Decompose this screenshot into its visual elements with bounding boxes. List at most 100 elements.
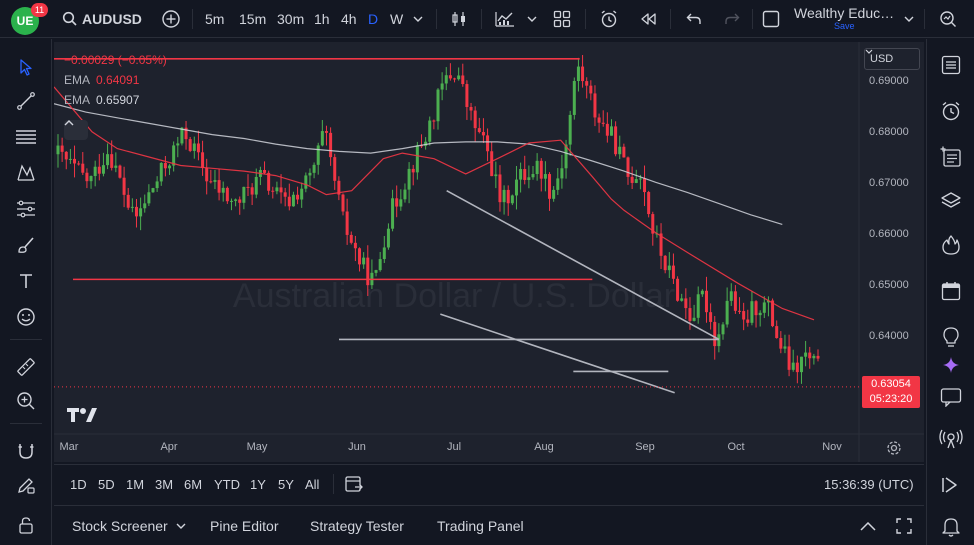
text-tool[interactable] (12, 267, 40, 295)
zoom-tool[interactable] (12, 387, 40, 415)
ema-fast-label[interactable]: EMA (64, 73, 91, 87)
collapse-panel-button[interactable] (860, 506, 880, 545)
tab-pine-editor[interactable]: Pine Editor (210, 506, 278, 545)
tab-trading-panel[interactable]: Trading Panel (437, 506, 524, 545)
ema-slow-label[interactable]: EMA (64, 93, 91, 107)
pattern-tool[interactable] (12, 159, 40, 187)
tab-stock-screener[interactable]: Stock Screener (72, 506, 186, 545)
hotlists-button[interactable] (937, 231, 965, 259)
alert-button[interactable] (596, 0, 622, 38)
cursor-tool[interactable] (12, 53, 40, 81)
prediction-tool[interactable] (12, 195, 40, 223)
brush-tool[interactable] (12, 231, 40, 259)
timeframe-1h[interactable]: 1h (314, 0, 330, 38)
grid-icon (553, 10, 571, 28)
range-1m[interactable]: 1M (126, 465, 144, 503)
stay-in-drawing-mode[interactable] (12, 471, 40, 499)
candle-body (399, 199, 403, 207)
candle-body (134, 206, 138, 217)
chats-button[interactable] (937, 383, 965, 411)
candle-body (403, 189, 407, 200)
ai-assist-button[interactable] (941, 355, 961, 375)
candle-body (589, 85, 593, 94)
candle-body (386, 228, 390, 248)
candle-body (130, 206, 134, 208)
last-price-value: 0.63054 (871, 378, 911, 390)
range-1y[interactable]: 1Y (250, 465, 266, 503)
drawing-toolbar (0, 39, 52, 545)
range-all[interactable]: All (305, 465, 319, 503)
timeframe-15m[interactable]: 15m (239, 0, 266, 38)
symbol-search-button[interactable]: AUDUSD (62, 0, 142, 38)
range-5y[interactable]: 5Y (278, 465, 294, 503)
replay-button[interactable] (636, 0, 660, 38)
trend-line-drawing (440, 313, 675, 394)
candle-body (626, 157, 630, 177)
timeframe-5m[interactable]: 5m (205, 0, 224, 38)
streams-button[interactable] (937, 425, 965, 453)
candle-body (209, 181, 213, 183)
price-scale-label: 0.65000 (869, 279, 909, 291)
candle-body (601, 122, 605, 124)
chart-pane[interactable]: Australian Dollar / U.S. Dollar −0.00029… (54, 42, 924, 462)
range-6m[interactable]: 6M (184, 465, 202, 503)
chevron-down-icon (413, 16, 423, 22)
layout-name-button[interactable]: Wealthy Educ… (794, 5, 895, 21)
tab-label: Pine Editor (210, 518, 279, 534)
save-label[interactable]: Save (834, 21, 855, 31)
legend-collapse-button[interactable] (64, 120, 88, 140)
bar-countdown: 05:23:20 (869, 393, 913, 405)
candle-body (791, 362, 795, 370)
candle-body (692, 317, 696, 321)
magnet-tool[interactable] (12, 437, 40, 465)
candle-body (746, 319, 750, 323)
ideas-button[interactable] (937, 323, 965, 351)
redo-button[interactable] (720, 0, 744, 38)
trend-line-tool[interactable] (12, 87, 40, 115)
range-5d[interactable]: 5D (98, 465, 115, 503)
layouts-button[interactable] (550, 0, 574, 38)
chat-icon (940, 388, 962, 407)
tab-strategy-tester[interactable]: Strategy Tester (310, 506, 404, 545)
notification-badge: 11 (31, 3, 48, 17)
timeframe-30m[interactable]: 30m (277, 0, 304, 38)
compare-symbol-button[interactable] (158, 0, 184, 38)
calendar-button[interactable] (937, 277, 965, 305)
range-3m[interactable]: 3M (155, 465, 173, 503)
lock-drawings[interactable] (12, 511, 40, 539)
notifications-button[interactable] (937, 513, 965, 541)
indicators-button[interactable] (492, 0, 518, 38)
measure-tool[interactable] (12, 353, 40, 381)
fullscreen-toggle[interactable] (760, 0, 782, 38)
publish-button[interactable] (937, 471, 965, 499)
range-1d[interactable]: 1D (70, 465, 87, 503)
quick-search-button[interactable] (936, 0, 960, 38)
timeframe-d[interactable]: D (368, 0, 378, 38)
maximize-panel-button[interactable] (896, 506, 916, 545)
chart-type-button[interactable] (447, 0, 471, 38)
fib-tool[interactable] (12, 123, 40, 151)
goto-date-button[interactable] (344, 465, 366, 503)
undo-button[interactable] (682, 0, 706, 38)
currency-selector[interactable]: USD (864, 48, 920, 70)
watchlist-button[interactable] (937, 51, 965, 79)
utc-clock[interactable]: 15:36:39 (UTC) (824, 476, 914, 492)
object-tree-button[interactable] (937, 187, 965, 215)
alerts-button[interactable] (937, 97, 965, 125)
candle-body (97, 166, 101, 174)
indicators-dropdown[interactable] (526, 0, 538, 38)
range-ytd[interactable]: YTD (214, 465, 240, 503)
chevron-down-icon (865, 49, 873, 54)
timeframe-w[interactable]: W (390, 0, 403, 38)
layout-dropdown[interactable] (902, 0, 916, 38)
candle-body (725, 300, 729, 325)
data-window-button[interactable] (937, 143, 965, 171)
candle-body (667, 265, 671, 271)
candle-body (341, 194, 345, 212)
candle-body (229, 200, 233, 202)
price-chart[interactable]: Australian Dollar / U.S. Dollar (54, 42, 924, 462)
timeframe-4h[interactable]: 4h (341, 0, 357, 38)
icon-tool[interactable] (12, 303, 40, 331)
timeframe-dropdown[interactable] (411, 0, 425, 38)
chart-settings-button[interactable] (886, 440, 902, 456)
